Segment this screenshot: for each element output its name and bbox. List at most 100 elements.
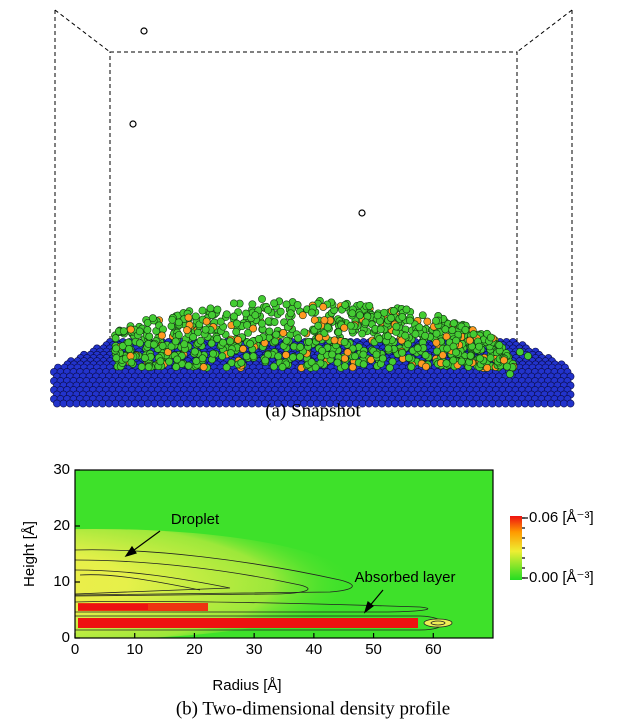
molecule — [124, 399, 133, 408]
molecule — [119, 327, 128, 336]
molecule — [295, 352, 304, 361]
molecule — [469, 399, 477, 408]
molecule — [452, 348, 460, 357]
molecule — [215, 399, 224, 408]
molecule — [234, 335, 242, 344]
molecule — [112, 344, 120, 353]
molecule — [111, 399, 120, 408]
molecule — [521, 399, 529, 408]
molecule — [137, 399, 146, 408]
molecule — [298, 311, 307, 320]
molecule — [503, 362, 511, 371]
molecule — [209, 349, 217, 358]
molecule — [202, 317, 211, 326]
molecule — [436, 399, 445, 408]
molecule — [373, 311, 382, 320]
molecule — [173, 355, 182, 364]
molecule — [158, 342, 167, 350]
molecule — [294, 334, 302, 343]
molecule — [340, 354, 349, 363]
molecule — [246, 339, 255, 348]
molecule — [270, 299, 278, 308]
molecule — [432, 329, 441, 338]
molecule — [167, 342, 176, 351]
molecule — [501, 399, 510, 408]
colorbar-tick-label: 0.00 [Å⁻³] — [529, 569, 594, 586]
molecule — [140, 354, 149, 362]
molecule — [59, 399, 68, 408]
molecule — [79, 399, 87, 408]
plot-frame — [74, 469, 494, 639]
molecule — [148, 314, 157, 323]
molecule — [282, 336, 291, 345]
caption-b: (b) Two-dimensional density profile — [176, 698, 450, 719]
molecule — [415, 323, 424, 332]
molecule — [218, 352, 227, 361]
simulation-box — [54, 9, 573, 360]
molecule — [144, 399, 152, 408]
molecule — [401, 331, 410, 340]
molecule — [534, 399, 542, 408]
molecule — [258, 295, 266, 303]
molecule — [226, 337, 235, 346]
molecule — [191, 312, 200, 321]
molecule — [343, 348, 352, 357]
molecule — [430, 399, 438, 408]
molecule — [506, 370, 514, 378]
y-tick-label: 0 — [62, 629, 70, 646]
molecule — [92, 399, 100, 408]
molecule — [547, 399, 555, 408]
molecule — [433, 347, 441, 356]
molecule — [398, 348, 407, 357]
molecule — [202, 399, 211, 408]
molecule — [282, 351, 290, 359]
molecule — [421, 351, 430, 360]
molecule — [229, 299, 238, 308]
molecule — [289, 353, 297, 362]
caption-a: (a) Snapshot — [265, 400, 361, 421]
molecule — [457, 357, 466, 366]
molecule — [421, 331, 429, 340]
molecule — [500, 356, 508, 365]
molecule — [340, 323, 349, 332]
y-tick-label: 30 — [53, 461, 70, 478]
molecule — [417, 399, 425, 408]
molecule — [320, 329, 329, 337]
molecule — [441, 325, 450, 334]
molecule — [404, 354, 413, 362]
molecule — [404, 399, 412, 408]
molecule — [208, 311, 216, 319]
molecule — [222, 363, 231, 372]
molecule-snapshot — [50, 27, 575, 408]
molecule — [237, 358, 246, 367]
molecule — [183, 399, 191, 408]
x-tick-label: 0 — [71, 641, 79, 658]
molecule — [442, 359, 451, 368]
molecule — [276, 307, 285, 316]
molecule — [384, 344, 393, 353]
molecule — [486, 354, 495, 362]
molecule — [358, 209, 366, 217]
molecule — [486, 333, 495, 342]
molecule — [105, 399, 113, 408]
molecule — [228, 399, 237, 408]
molecule — [392, 322, 401, 331]
molecule — [176, 399, 185, 408]
annotation-arrows — [124, 530, 384, 614]
molecule — [323, 323, 332, 332]
molecule — [174, 331, 183, 339]
molecule — [265, 327, 274, 336]
molecule — [272, 330, 281, 339]
molecule — [189, 333, 198, 341]
molecule — [483, 363, 492, 372]
molecule — [402, 305, 411, 314]
molecule — [423, 399, 432, 408]
molecule — [540, 399, 549, 408]
molecule — [449, 319, 458, 328]
molecule — [248, 399, 256, 408]
molecule — [125, 345, 133, 353]
x-tick-label: 20 — [186, 641, 203, 658]
molecule — [248, 300, 257, 309]
annotation: Droplet — [171, 511, 220, 528]
